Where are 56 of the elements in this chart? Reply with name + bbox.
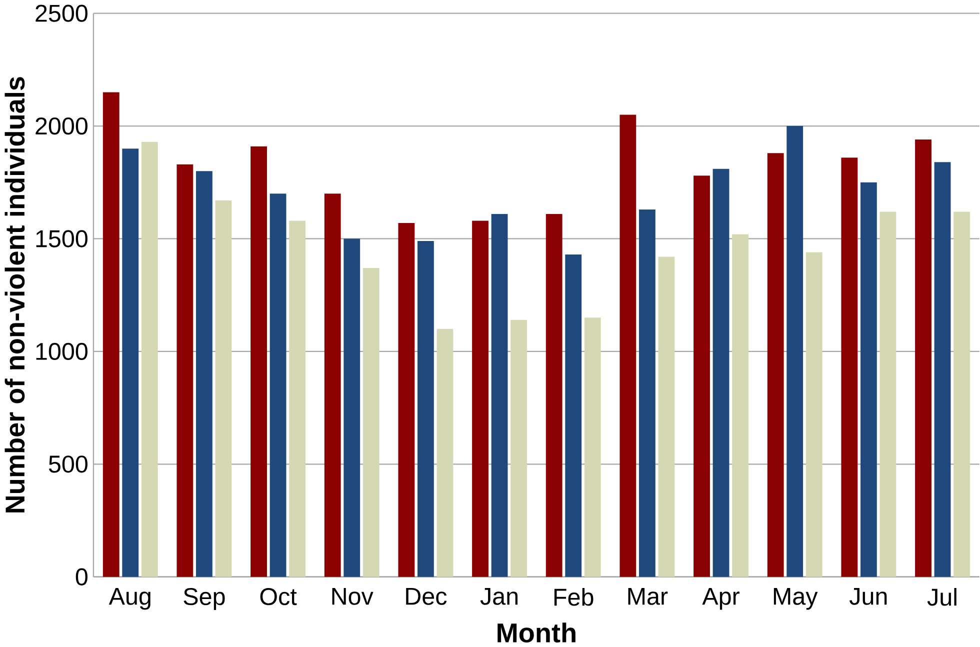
bar (141, 142, 158, 577)
bar (880, 212, 896, 577)
bar (289, 220, 306, 577)
bar (954, 212, 970, 577)
bar (786, 126, 804, 577)
y-tick-label: 2500 (36, 4, 88, 22)
bar (638, 209, 656, 577)
bar (362, 268, 380, 577)
x-tick-label: Apr (702, 588, 740, 610)
y-tick-label: 0 (76, 568, 88, 586)
y-tick-label: 2000 (36, 117, 88, 135)
x-tick-label: Aug (108, 588, 150, 610)
bar (732, 234, 748, 577)
bar (417, 240, 434, 577)
x-tick-label: Nov (332, 588, 374, 605)
bar (584, 318, 601, 577)
bar (176, 164, 194, 577)
x-tick-label: Feb (554, 588, 594, 606)
x-tick-label: Jun (850, 588, 887, 605)
bar (806, 252, 822, 577)
bar (122, 148, 139, 577)
y-axis-title: Number of non-violent individuals (4, 76, 25, 512)
bar (270, 194, 286, 577)
x-tick-label: Jan (480, 588, 518, 605)
bar (324, 194, 341, 577)
bar (491, 214, 508, 577)
bar (215, 200, 232, 577)
x-tick-label: Jul (927, 588, 956, 606)
bar (915, 139, 932, 577)
x-tick-label: Sep (184, 588, 225, 610)
bar (472, 220, 488, 577)
x-tick-label: Mar (628, 588, 668, 605)
bar (436, 328, 454, 577)
bar (565, 254, 582, 577)
bar (398, 222, 415, 577)
bar (694, 176, 710, 577)
y-tick-label: 1000 (36, 342, 88, 360)
bar (934, 162, 951, 577)
x-axis-title: Month (498, 622, 576, 642)
bar (841, 157, 858, 577)
y-tick-label: 1500 (36, 230, 88, 248)
bar (620, 114, 636, 577)
bar (344, 238, 360, 577)
bar (196, 170, 212, 577)
bar (860, 182, 877, 577)
bar (102, 92, 120, 577)
bar (767, 152, 784, 577)
x-tick-label: Dec (406, 588, 447, 605)
x-tick-label: May (774, 588, 818, 610)
bar (510, 320, 527, 577)
x-tick-label: Oct (260, 588, 297, 606)
bar (250, 146, 267, 577)
bar (712, 168, 730, 577)
y-tick-label: 500 (48, 455, 88, 473)
bar (658, 256, 675, 577)
bar (546, 214, 562, 577)
